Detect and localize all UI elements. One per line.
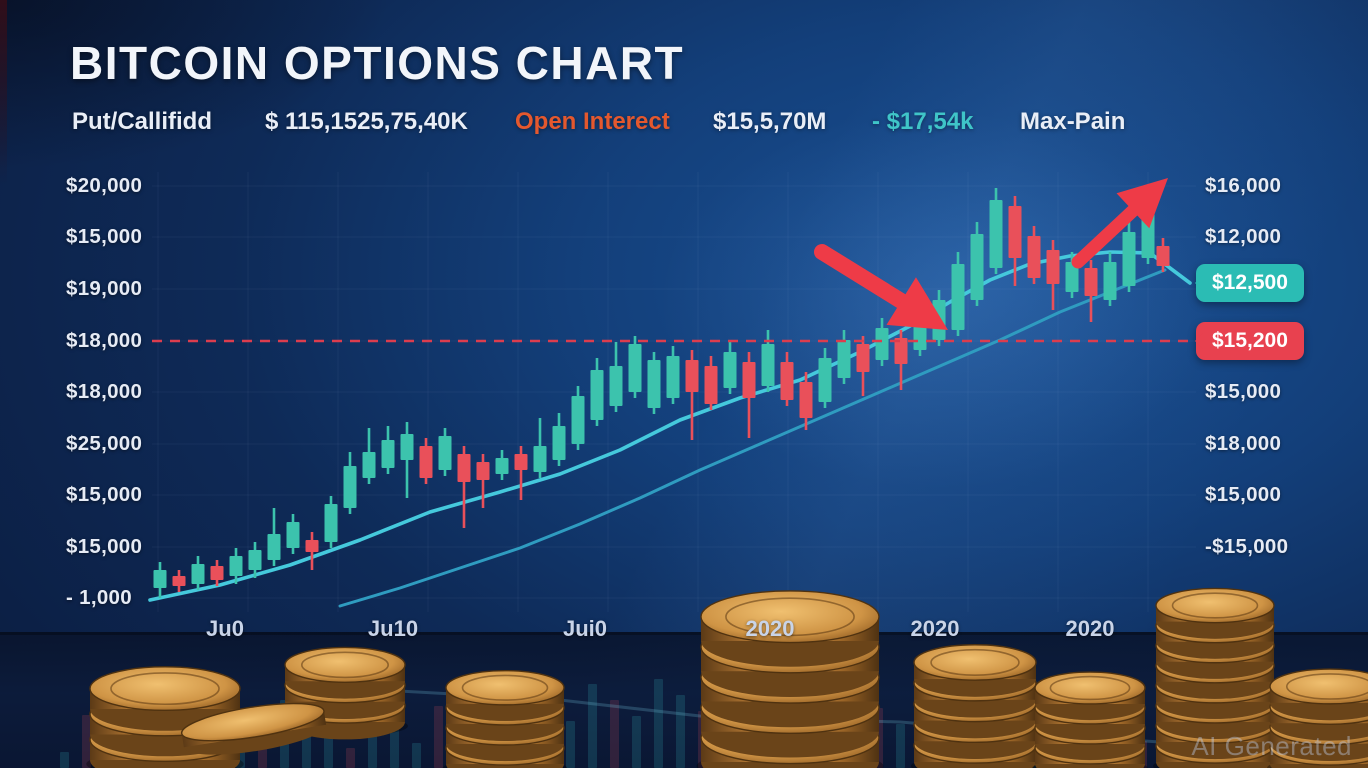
y-right-0: $16,000 [1205, 174, 1282, 197]
x-tick-4: 2020 [910, 616, 960, 641]
x-tick-5: 2020 [1065, 616, 1115, 641]
stat-label-1: $ 115,1525,75,40K [265, 108, 468, 135]
left-edge-artifact [0, 0, 7, 185]
coin-stack [1153, 587, 1277, 768]
coin-stack [1032, 671, 1148, 768]
trend-arrow-down-icon [814, 244, 948, 330]
y-right-1: $12,000 [1205, 225, 1282, 248]
trend-arrow-up-icon [1071, 178, 1168, 269]
stat-label-3: $15,5,70M [713, 108, 827, 135]
y-right-4: $15,000 [1205, 483, 1282, 506]
x-tick-3: 2020 [745, 616, 795, 641]
y-right-3: $18,000 [1205, 432, 1282, 455]
stat-label-0: Put/Callifidd [72, 108, 212, 135]
y-left-5: $25,000 [66, 432, 143, 455]
ai-generated-watermark: AI Generated [1191, 731, 1352, 761]
coin-stack [1267, 668, 1368, 768]
y-left-1: $15,000 [66, 225, 143, 248]
y-right-5: -$15,000 [1205, 535, 1289, 558]
price-tag-1: $15,200 [1195, 322, 1304, 360]
page-title: BITCOIN OPTIONS CHART [70, 37, 685, 89]
ma-slow-line [338, 268, 1167, 608]
y-left-2: $19,000 [66, 277, 143, 300]
x-tick-1: Ju10 [367, 616, 419, 641]
bitcoin-coin-stacks [86, 587, 1368, 768]
coin-stack [910, 644, 1040, 768]
stat-label-4: - $17,54k [872, 108, 974, 135]
y-left-7: $15,000 [66, 535, 143, 558]
y-left-4: $18,000 [66, 380, 143, 403]
y-left-6: $15,000 [66, 483, 143, 506]
x-tick-0: Ju0 [206, 616, 244, 641]
stat-label-2: Open Interect [515, 108, 670, 135]
y-left-3: $18,000 [66, 329, 143, 352]
coin-stack [696, 590, 884, 768]
y-left-8: - 1,000 [66, 586, 132, 609]
coin-stack [443, 669, 567, 768]
stat-label-5: Max-Pain [1020, 108, 1126, 135]
price-tag-0: $12,500 [1195, 264, 1304, 302]
tilted-coin [180, 702, 327, 755]
y-left-0: $20,000 [66, 174, 143, 197]
x-tick-2: Jui0 [562, 616, 608, 641]
y-right-2: $15,000 [1205, 380, 1282, 403]
stats-row: Put/Callifidd $ 115,1525,75,40K Open Inter… [0, 108, 1368, 142]
ma-fast-line [148, 250, 1192, 602]
